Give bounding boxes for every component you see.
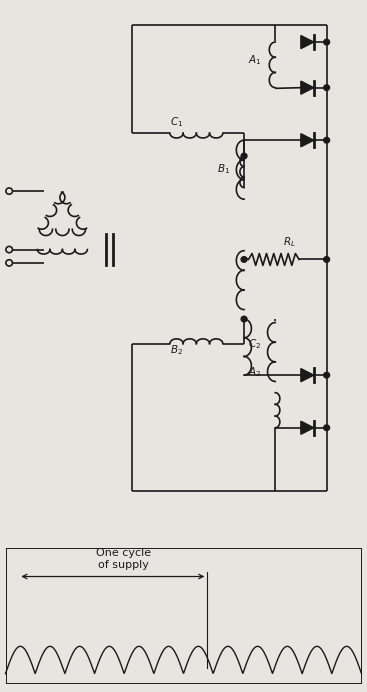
Text: $B_2$: $B_2$ [170, 343, 183, 357]
Circle shape [324, 425, 330, 430]
Circle shape [324, 39, 330, 45]
Polygon shape [301, 369, 314, 382]
Text: $R_L$: $R_L$ [283, 235, 295, 249]
Circle shape [241, 153, 247, 159]
Circle shape [324, 257, 330, 262]
Circle shape [324, 85, 330, 91]
Text: One cycle
of supply: One cycle of supply [96, 548, 152, 570]
Circle shape [324, 372, 330, 378]
Text: $B_1$: $B_1$ [217, 162, 230, 176]
Circle shape [241, 257, 247, 262]
Polygon shape [301, 81, 314, 94]
Circle shape [324, 138, 330, 143]
Circle shape [241, 316, 247, 322]
Polygon shape [301, 134, 314, 147]
Text: $A_2$: $A_2$ [248, 365, 262, 379]
Text: $A_1$: $A_1$ [248, 53, 262, 67]
Polygon shape [301, 35, 314, 48]
Polygon shape [301, 421, 314, 435]
Text: $C_1$: $C_1$ [170, 116, 183, 129]
Text: $C_2$: $C_2$ [248, 337, 261, 351]
